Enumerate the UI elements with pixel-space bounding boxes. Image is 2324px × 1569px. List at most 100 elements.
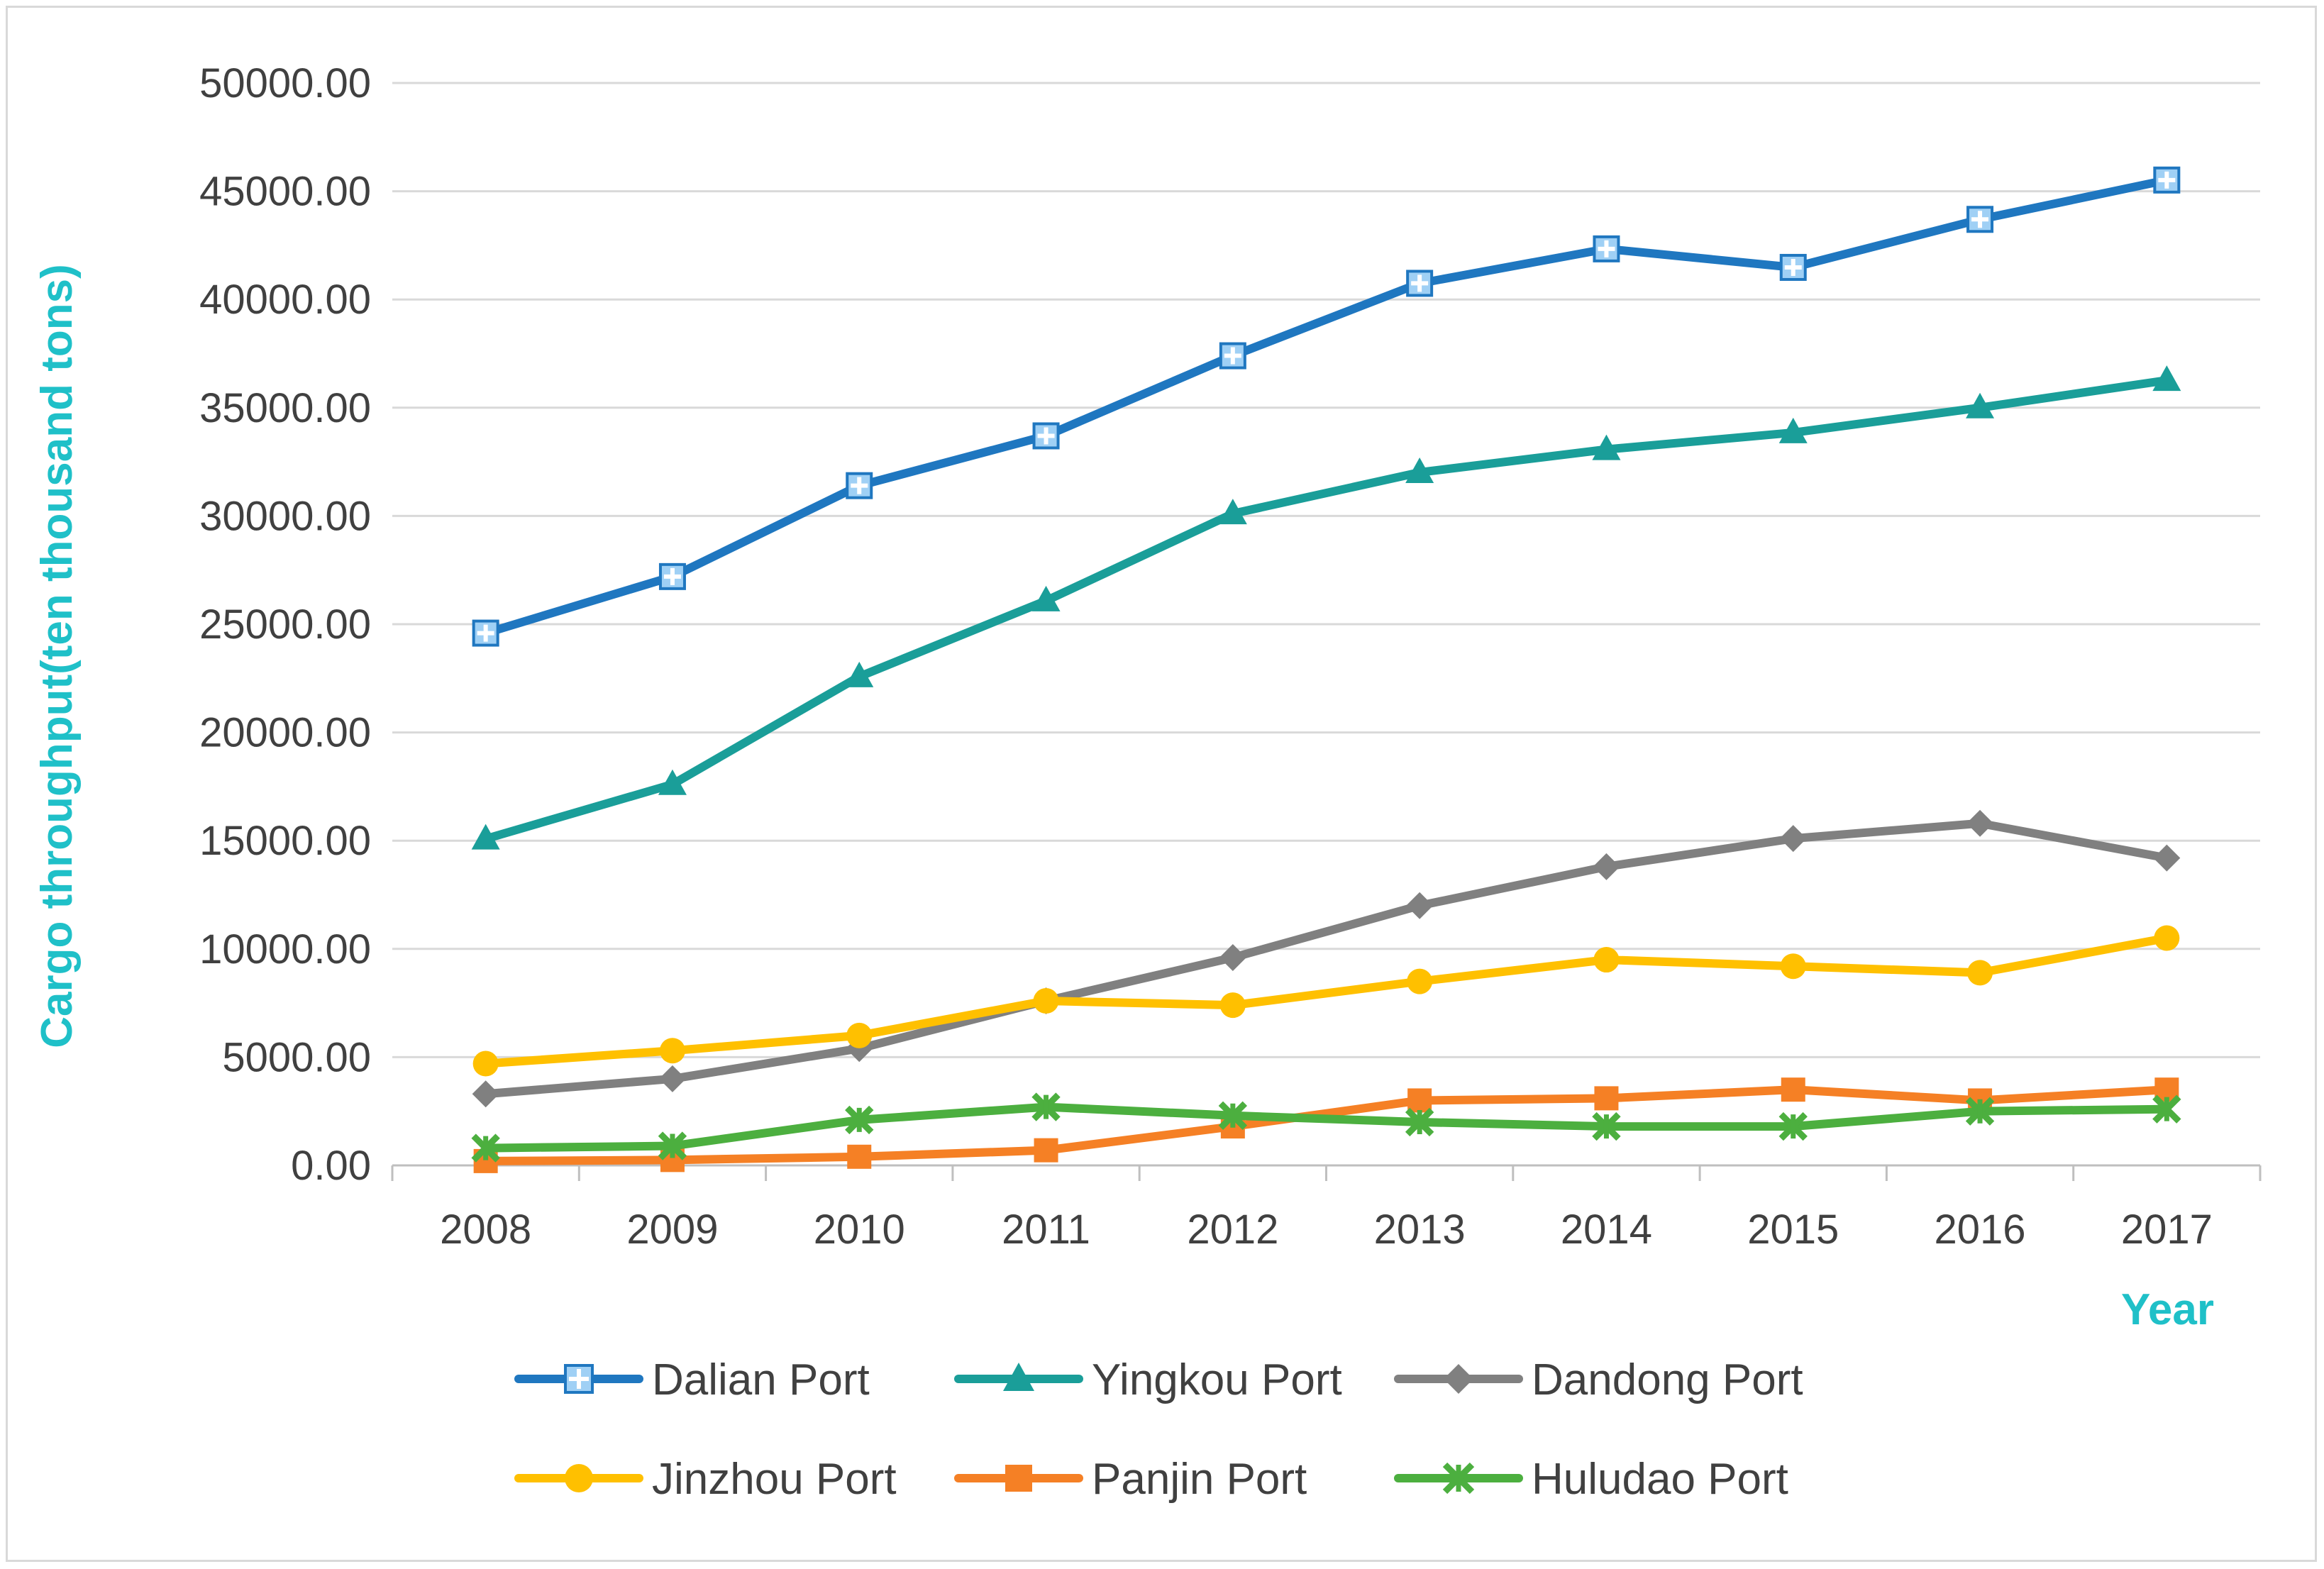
y-axis-title: Cargo throughput(ten thousand tons) [33, 264, 82, 1048]
data-point [1594, 1086, 1619, 1111]
data-point [1032, 422, 1060, 450]
data-point [1967, 960, 1993, 986]
series-line [481, 933, 2171, 1068]
y-tick-label: 20000.00 [199, 710, 371, 756]
legend-label: Huludao Port [1532, 1455, 1788, 1504]
data-point [1031, 1092, 1061, 1121]
y-tick-label: 50000.00 [199, 60, 371, 106]
x-tick-label: 2011 [1002, 1207, 1090, 1253]
data-point [658, 562, 686, 590]
y-axis-ticks: 0.00 5000.00 10000.00 15000.00 20000.00 25000… [199, 60, 371, 1189]
data-point [658, 1065, 686, 1092]
legend: Dalian Port Yingkou Port Dandong Port Jinzh… [514, 1355, 1803, 1504]
data-point [1218, 1101, 1248, 1130]
x-tick-label: 2016 [1935, 1207, 2026, 1253]
line-chart: 0.00 5000.00 10000.00 15000.00 20000.00 25000… [33, 60, 2262, 1504]
legend-label: Panjin Port [1092, 1455, 1307, 1504]
data-point [1778, 417, 1808, 443]
series-panjin-port [473, 1077, 2179, 1173]
y-tick-label: 45000.00 [199, 169, 371, 215]
y-tick-label: 30000.00 [199, 493, 371, 539]
legend-label: Jinzhou Port [652, 1455, 897, 1504]
data-point [2153, 844, 2181, 872]
x-tick-label: 2008 [440, 1207, 531, 1253]
series-huludao-port [471, 1092, 2181, 1163]
series-jinzhou-port [472, 925, 2180, 1077]
legend-label: Dalian Port [652, 1355, 870, 1404]
data-point [1592, 1111, 1621, 1141]
data-point [1219, 944, 1246, 972]
data-point [565, 1464, 593, 1492]
data-point [658, 1131, 687, 1160]
data-point [1444, 1364, 1473, 1394]
x-tick-label: 2017 [2121, 1207, 2213, 1253]
data-point [1781, 1077, 1805, 1102]
y-tick-label: 10000.00 [199, 926, 371, 972]
legend-label: Yingkou Port [1092, 1355, 1342, 1404]
data-point [564, 1364, 594, 1394]
series-line [481, 819, 2171, 1099]
data-point [1405, 457, 1434, 483]
x-tick-label: 2009 [626, 1207, 718, 1253]
data-point [1218, 499, 1247, 525]
data-point [1966, 206, 1994, 233]
data-point [846, 1022, 873, 1048]
data-point [1779, 825, 1807, 853]
data-point [1219, 992, 1246, 1019]
data-point [659, 1038, 685, 1064]
y-tick-label: 25000.00 [199, 601, 371, 648]
x-tick-label: 2012 [1187, 1207, 1278, 1253]
data-point [1031, 585, 1061, 611]
series-lines [471, 166, 2181, 1173]
chart-frame: 0.00 5000.00 10000.00 15000.00 20000.00 25000… [6, 6, 2317, 1562]
data-point [845, 1105, 874, 1135]
x-axis: 2008 2009 2010 2011 2012 2013 2014 2015 2016 2017 [391, 1164, 2262, 1253]
gridlines [392, 82, 2260, 1058]
data-point [1407, 968, 1433, 994]
y-tick-label: 40000.00 [199, 277, 371, 323]
data-point [1406, 270, 1434, 297]
data-point [2152, 1094, 2181, 1124]
data-point [846, 472, 873, 499]
data-point [2152, 365, 2181, 392]
legend-item: Dandong Port [1394, 1355, 1803, 1404]
y-tick-label: 15000.00 [199, 818, 371, 864]
data-point [1407, 1088, 1432, 1113]
x-tick-label: 2013 [1374, 1207, 1466, 1253]
series-line [481, 175, 2171, 638]
data-point [1966, 809, 1994, 837]
data-point [1405, 1107, 1434, 1137]
series-yingkou-port [471, 365, 2181, 850]
data-point [1005, 1465, 1032, 1492]
legend-item: Jinzhou Port [514, 1455, 897, 1504]
legend-label: Dandong Port [1532, 1355, 1803, 1404]
data-point [1003, 1363, 1034, 1391]
legend-item: Dalian Port [514, 1355, 870, 1404]
data-point [1442, 1462, 1475, 1495]
data-point [1406, 892, 1434, 919]
series-line [481, 376, 2171, 843]
x-tick-label: 2014 [1561, 1207, 1652, 1253]
data-point [1593, 853, 1620, 880]
data-point [847, 1144, 872, 1169]
legend-item: Huludao Port [1394, 1455, 1788, 1504]
data-point [1778, 1111, 1808, 1141]
x-tick-label: 2015 [1747, 1207, 1839, 1253]
data-point [1034, 1138, 1058, 1163]
data-point [845, 661, 874, 687]
y-tick-label: 5000.00 [222, 1034, 371, 1080]
data-point [1592, 434, 1621, 460]
data-point [472, 619, 499, 647]
data-point [1966, 392, 1995, 418]
data-point [472, 1080, 499, 1108]
data-point [658, 769, 687, 795]
series-dandong-port [472, 809, 2181, 1108]
series-line [481, 1102, 2171, 1153]
y-tick-label: 0.00 [291, 1143, 371, 1189]
data-point [1779, 253, 1807, 281]
data-point [1033, 988, 1059, 1014]
data-point [2154, 925, 2180, 951]
x-tick-label: 2010 [814, 1207, 905, 1253]
data-point [1593, 947, 1620, 973]
y-tick-label: 35000.00 [199, 385, 371, 431]
